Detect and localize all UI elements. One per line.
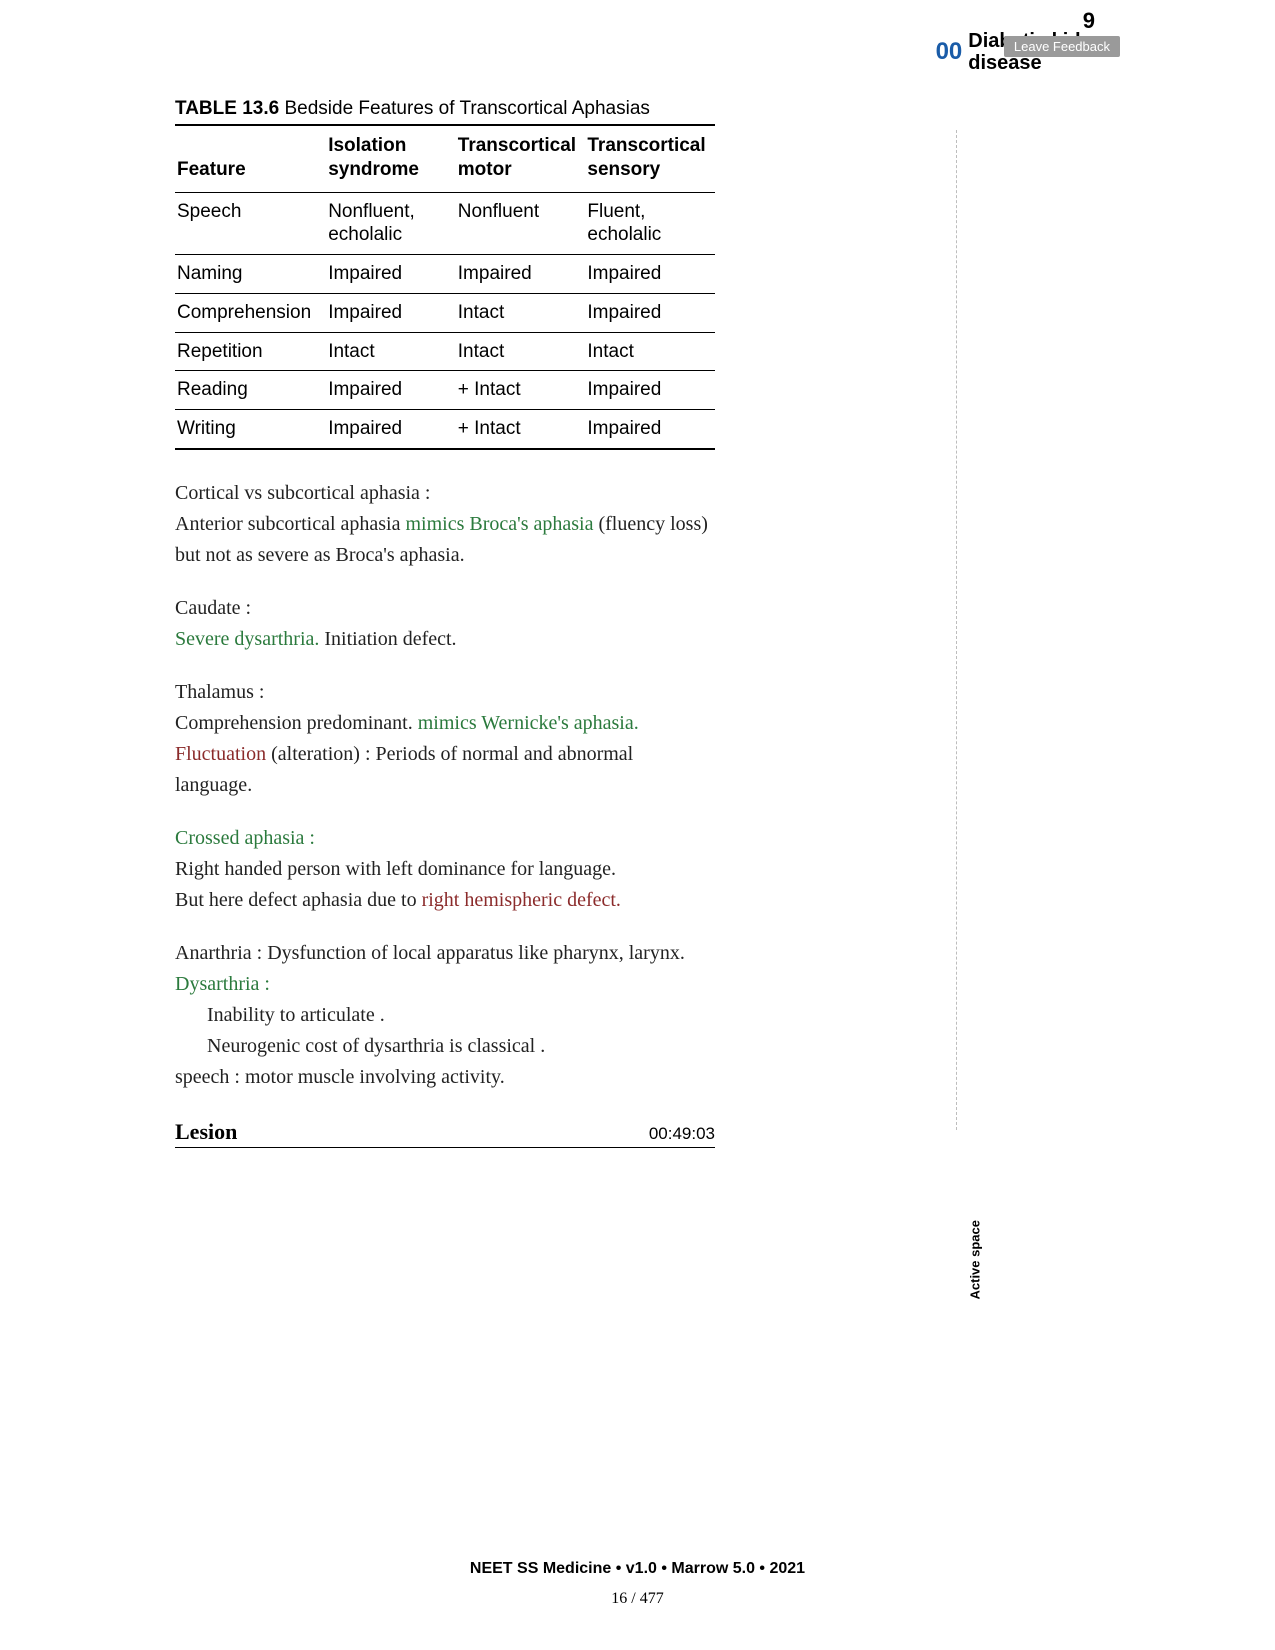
cell: Impaired <box>326 371 456 410</box>
cell: Intact <box>456 332 586 371</box>
note-block-thalamus: Thalamus : Comprehension predominant. mi… <box>175 677 715 801</box>
cell: Impaired <box>326 293 456 332</box>
note-line: Caudate : <box>175 593 715 624</box>
footer-line-2: 16 / 477 <box>0 1590 1275 1608</box>
cell: Impaired <box>456 255 586 294</box>
note-text-green: mimics Wernicke's aphasia. <box>418 712 639 734</box>
note-text: Anterior subcortical aphasia <box>175 513 405 535</box>
note-block-caudate: Caudate : Severe dysarthria. Initiation … <box>175 593 715 655</box>
table-row: Repetition Intact Intact Intact <box>175 332 715 371</box>
cell: Repetition <box>175 332 326 371</box>
handwritten-notes: Cortical vs subcortical aphasia : Anteri… <box>175 478 715 1093</box>
table-caption-label: TABLE 13.6 <box>175 98 279 119</box>
cell: Nonfluent <box>456 192 586 255</box>
cell: Naming <box>175 255 326 294</box>
note-line: Right handed person with left dominance … <box>175 854 715 885</box>
note-line: Severe dysarthria. Initiation defect. <box>175 624 715 655</box>
note-line: Anarthria : Dysfunction of local apparat… <box>175 938 715 969</box>
note-line-green: Dysarthria : <box>175 969 715 1000</box>
note-block-cortical: Cortical vs subcortical aphasia : Anteri… <box>175 478 715 571</box>
note-text-green: Severe dysarthria. <box>175 628 319 650</box>
cell: Comprehension <box>175 293 326 332</box>
table-header-row: Feature Isolation syndrome Transcortical… <box>175 125 715 192</box>
cell: Impaired <box>326 410 456 449</box>
note-line: Cortical vs subcortical aphasia : <box>175 478 715 509</box>
note-line: Thalamus : <box>175 677 715 708</box>
note-line: Fluctuation (alteration) : Periods of no… <box>175 739 715 801</box>
note-block-anarthria: Anarthria : Dysfunction of local apparat… <box>175 938 715 1093</box>
header-code: 00 <box>936 38 963 66</box>
note-line: speech : motor muscle involving activity… <box>175 1062 715 1093</box>
note-text: Initiation defect. <box>319 628 456 650</box>
table-row: Comprehension Impaired Intact Impaired <box>175 293 715 332</box>
note-line: But here defect aphasia due to right hem… <box>175 885 715 916</box>
cell: Reading <box>175 371 326 410</box>
cell: Impaired <box>585 255 715 294</box>
cell: Impaired <box>326 255 456 294</box>
col-feature: Feature <box>175 125 326 192</box>
table-row: Speech Nonfluent, echolalic Nonfluent Fl… <box>175 192 715 255</box>
cell: Fluent, echolalic <box>585 192 715 255</box>
main-content: TABLE 13.6 Bedside Features of Transcort… <box>175 98 715 1148</box>
cell: Impaired <box>585 293 715 332</box>
table-row: Writing Impaired + Intact Impaired <box>175 410 715 449</box>
cell: Impaired <box>585 371 715 410</box>
table-caption: TABLE 13.6 Bedside Features of Transcort… <box>175 98 715 120</box>
cell: + Intact <box>456 371 586 410</box>
note-text: Comprehension predominant. <box>175 712 418 734</box>
active-space-label: Active space <box>967 1220 982 1300</box>
footer-line-1: NEET SS Medicine • v1.0 • Marrow 5.0 • 2… <box>0 1560 1275 1578</box>
cell: Intact <box>585 332 715 371</box>
note-text-maroon: right hemispheric defect. <box>422 889 621 911</box>
note-text-green: mimics Broca's aphasia <box>405 513 598 535</box>
cell: Writing <box>175 410 326 449</box>
note-text: But here defect aphasia due to <box>175 889 422 911</box>
note-line-green: Crossed aphasia : <box>175 823 715 854</box>
note-line: Anterior subcortical aphasia mimics Broc… <box>175 509 715 571</box>
lesion-heading-row: Lesion 00:49:03 <box>175 1119 715 1148</box>
cell: Nonfluent, echolalic <box>326 192 456 255</box>
col-tc-motor: Transcortical motor <box>456 125 586 192</box>
table-row: Naming Impaired Impaired Impaired <box>175 255 715 294</box>
right-margin-dash <box>956 130 957 1130</box>
lesion-timestamp: 00:49:03 <box>649 1124 715 1144</box>
features-table: Feature Isolation syndrome Transcortical… <box>175 124 715 450</box>
cell: Intact <box>326 332 456 371</box>
cell: + Intact <box>456 410 586 449</box>
table-caption-text: Bedside Features of Transcortical Aphasi… <box>284 98 649 119</box>
col-isolation: Isolation syndrome <box>326 125 456 192</box>
note-line: Comprehension predominant. mimics Wernic… <box>175 708 715 739</box>
col-tc-sensory: Transcortical sensory <box>585 125 715 192</box>
lesion-label: Lesion <box>175 1119 237 1145</box>
leave-feedback-button[interactable]: Leave Feedback <box>1004 36 1120 57</box>
note-line-indent: Inability to articulate . <box>175 1000 715 1031</box>
cell: Speech <box>175 192 326 255</box>
cell: Intact <box>456 293 586 332</box>
table-row: Reading Impaired + Intact Impaired <box>175 371 715 410</box>
note-text-maroon: Fluctuation <box>175 743 271 765</box>
note-line-indent: Neurogenic cost of dysarthria is classic… <box>175 1031 715 1062</box>
cell: Impaired <box>585 410 715 449</box>
note-block-crossed: Crossed aphasia : Right handed person wi… <box>175 823 715 916</box>
